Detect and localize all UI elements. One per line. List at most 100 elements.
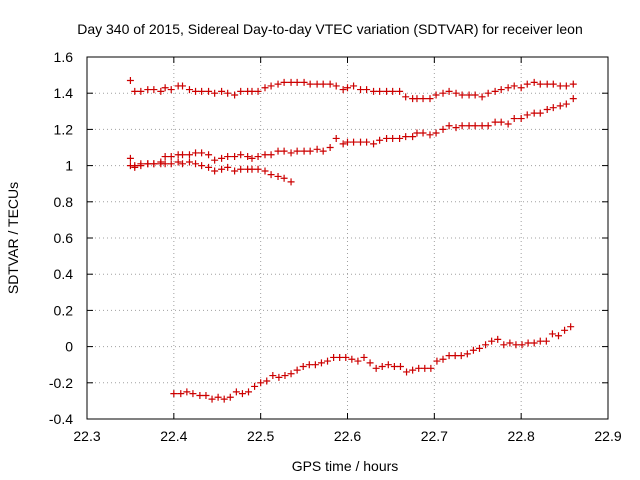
data-point <box>185 158 193 166</box>
data-point <box>324 357 332 365</box>
data-point <box>517 115 525 123</box>
data-point <box>238 390 246 398</box>
data-point <box>350 138 358 146</box>
data-point <box>144 160 152 168</box>
y-tick-label: -0.2 <box>49 375 73 391</box>
data-point <box>185 151 193 159</box>
data-point <box>510 115 518 123</box>
data-point <box>326 144 334 151</box>
data-point <box>208 395 216 403</box>
data-point <box>231 153 239 161</box>
data-point <box>402 133 410 141</box>
data-point <box>445 87 453 95</box>
data-point <box>257 379 265 387</box>
data-point <box>319 80 327 88</box>
data-point <box>274 147 282 155</box>
data-point <box>167 153 175 161</box>
data-point <box>471 91 479 99</box>
data-point <box>569 80 577 88</box>
data-point <box>280 78 288 86</box>
data-point <box>313 145 321 153</box>
data-point <box>251 382 259 390</box>
data-point <box>390 363 398 371</box>
data-point <box>269 372 277 380</box>
data-point <box>384 361 392 369</box>
data-point <box>556 82 564 90</box>
data-point <box>536 80 544 88</box>
x-tick-label: 22.4 <box>160 428 187 444</box>
data-point <box>530 78 538 86</box>
series-satellite-c <box>126 158 295 186</box>
data-point <box>451 352 459 360</box>
data-point <box>478 93 486 101</box>
data-point <box>214 393 222 401</box>
data-point <box>161 160 169 168</box>
data-point <box>512 341 520 349</box>
data-point <box>267 82 275 90</box>
data-point <box>344 138 351 146</box>
data-point <box>357 138 365 146</box>
data-point <box>330 353 338 361</box>
data-point <box>319 147 327 155</box>
data-point <box>452 89 460 97</box>
data-point <box>179 82 187 90</box>
data-point <box>313 80 321 88</box>
data-point <box>484 89 492 97</box>
data-point <box>484 122 492 130</box>
data-point <box>383 134 391 142</box>
data-point <box>150 86 158 94</box>
data-point <box>524 339 532 347</box>
data-point <box>126 154 134 162</box>
data-point <box>161 84 169 92</box>
data-point <box>218 154 226 162</box>
data-point <box>471 122 479 130</box>
data-point <box>254 87 262 95</box>
data-point <box>224 89 232 97</box>
data-point <box>458 91 466 99</box>
data-point <box>205 151 213 159</box>
data-point <box>293 366 301 374</box>
data-point <box>287 149 295 157</box>
data-point <box>192 149 200 157</box>
data-point <box>332 134 340 142</box>
data-point <box>433 357 441 365</box>
data-point <box>179 160 187 168</box>
data-point <box>439 89 447 97</box>
data-point <box>245 388 253 396</box>
data-point <box>491 87 499 95</box>
x-tick-label: 22.6 <box>334 428 361 444</box>
data-point <box>370 87 378 95</box>
data-point <box>126 77 134 85</box>
data-point <box>342 353 350 361</box>
data-point <box>370 140 378 148</box>
data-point <box>497 86 505 94</box>
data-point <box>198 149 206 157</box>
data-point <box>237 165 245 173</box>
data-point <box>211 156 219 164</box>
data-point <box>530 109 538 117</box>
data-point <box>192 160 200 168</box>
data-point <box>332 82 340 90</box>
data-point <box>306 147 314 155</box>
data-point <box>280 147 288 155</box>
data-point <box>167 86 175 94</box>
data-point <box>274 80 282 88</box>
data-point <box>354 357 362 365</box>
data-point <box>280 174 288 182</box>
y-tick-label: 0.6 <box>54 230 74 246</box>
y-tick-label: 0 <box>65 339 73 355</box>
data-point <box>198 87 206 95</box>
y-axis-ticks: -0.4 -0.2 0 0.2 0.4 0.6 0.8 1 1.2 1.4 1.6 <box>49 49 608 427</box>
data-point <box>205 163 213 171</box>
y-tick-label: 0.8 <box>54 194 74 210</box>
data-point <box>237 87 245 95</box>
data-point <box>226 393 234 401</box>
data-point <box>488 337 496 345</box>
data-point <box>376 136 384 144</box>
data-point <box>530 339 538 347</box>
data-point <box>275 373 283 381</box>
data-point <box>445 352 453 360</box>
data-point <box>389 87 397 95</box>
data-point <box>549 104 557 112</box>
data-point <box>543 80 551 88</box>
